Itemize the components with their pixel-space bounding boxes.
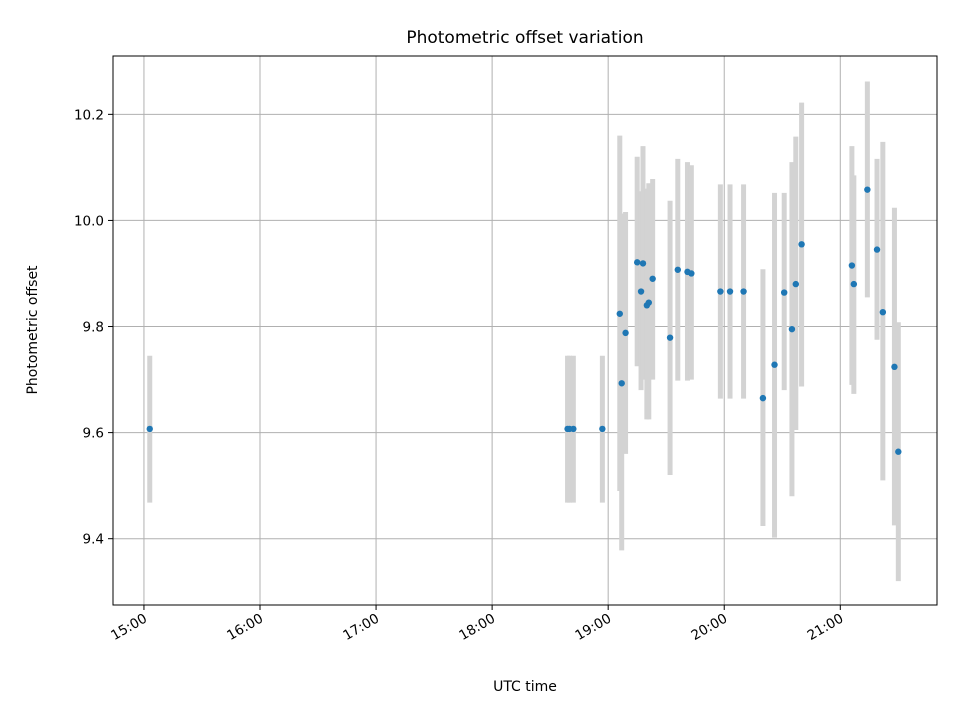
data-point: [637, 288, 645, 295]
data-point: [649, 275, 656, 282]
data-point: [599, 425, 606, 433]
data-point: [726, 288, 734, 295]
data-point: [792, 280, 799, 288]
data-point: [717, 288, 724, 295]
data-point: [864, 186, 871, 193]
y-tick-label: 9.4: [83, 532, 104, 548]
data-point: [666, 334, 674, 341]
data-point: [759, 394, 767, 402]
data-point: [798, 241, 805, 248]
x-tick-label: 15:00: [108, 611, 150, 644]
chart-title: Photometric offset variation: [406, 28, 643, 48]
data-point: [688, 270, 695, 277]
plot-frame: [112, 55, 938, 606]
data-point: [633, 259, 641, 266]
x-tick-label: 21:00: [805, 611, 847, 644]
data-point: [850, 280, 858, 288]
x-tick-label: 16:00: [224, 611, 266, 644]
data-point: [674, 266, 682, 273]
x-axis: 15:00 16:00 17:00 18:00 19:00 20:00 21:00: [108, 605, 846, 644]
data-point: [616, 310, 623, 317]
data-point: [891, 363, 898, 371]
x-tick-label: 17:00: [340, 611, 382, 644]
grid: [113, 56, 937, 605]
data-point: [848, 262, 856, 269]
data-point: [645, 299, 652, 306]
data-point: [895, 448, 902, 455]
data-point: [780, 289, 788, 296]
data-point: [873, 246, 881, 253]
error-bars: [147, 81, 901, 582]
data-point: [622, 329, 629, 337]
y-tick-label: 10.0: [74, 213, 104, 229]
x-tick-label: 18:00: [456, 611, 498, 644]
data-points: [146, 186, 902, 455]
y-tick-label: 10.2: [74, 107, 104, 123]
data-point: [639, 260, 647, 267]
y-tick-label: 9.6: [83, 426, 104, 442]
data-point: [570, 425, 577, 433]
data-point: [879, 309, 887, 316]
data-point: [788, 325, 796, 333]
data-point: [146, 425, 153, 433]
x-tick-label: 20:00: [689, 611, 731, 644]
x-tick-label: 19:00: [572, 611, 614, 644]
y-axis-label: Photometric offset: [25, 265, 41, 395]
y-tick-label: 9.8: [83, 320, 104, 336]
data-point: [771, 361, 778, 368]
data-point: [618, 380, 625, 387]
x-axis-label: UTC time: [493, 679, 557, 695]
data-point: [740, 288, 747, 295]
y-axis: 9.4 9.6 9.8 10.0 10.2: [74, 107, 113, 548]
